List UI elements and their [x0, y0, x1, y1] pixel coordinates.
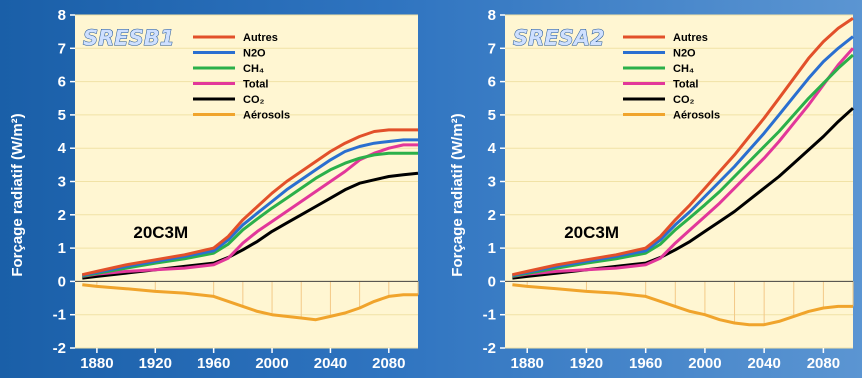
y-tick-label: -1 — [483, 307, 496, 324]
y-tick-label: -2 — [483, 340, 496, 357]
y-tick-label: 8 — [58, 7, 66, 24]
y-axis-label: Forçage radiatif (W/m²) — [9, 113, 26, 276]
y-tick-label: 3 — [488, 174, 496, 191]
y-tick-label: 4 — [58, 140, 67, 157]
y-tick-label: 5 — [488, 107, 496, 124]
y-tick-label: 0 — [488, 273, 496, 290]
experiment-label: 20C3M — [133, 223, 188, 242]
series-line-ch — [512, 53, 855, 278]
series-line-ch — [82, 151, 418, 278]
x-tick-label: 2080 — [372, 355, 405, 372]
x-tick-label: 2000 — [688, 355, 721, 372]
y-tick-label: 5 — [58, 107, 66, 124]
y-tick-label: 7 — [58, 40, 66, 57]
y-tick-label: 2 — [488, 207, 496, 224]
series-line-n2o — [81, 138, 418, 277]
x-tick-label: 1880 — [511, 355, 544, 372]
legend-label: Aérosols — [243, 110, 290, 122]
x-tick-label: 2000 — [255, 355, 288, 372]
legend-label: Autres — [243, 32, 278, 44]
x-tick-label: 2040 — [747, 355, 780, 372]
y-tick-label: 6 — [58, 74, 66, 91]
y-tick-label: -1 — [53, 307, 66, 324]
legend-label: CH₄ — [243, 63, 264, 75]
scenario-title: SRESA2 — [513, 26, 605, 50]
y-tick-label: 8 — [488, 7, 496, 24]
y-tick-label: 1 — [488, 240, 496, 257]
x-tick-label: 1920 — [570, 355, 603, 372]
legend-label: CO₂ — [243, 94, 265, 106]
series-line-total — [512, 47, 855, 278]
series-line-arosols — [82, 283, 418, 322]
y-axis-label: Forçage radiatif (W/m²) — [449, 113, 466, 276]
y-tick-label: 6 — [488, 74, 496, 91]
x-tick-label: 1960 — [629, 355, 662, 372]
chart-panel-1: -2 -1 0 1 2 3 4 5 6 7 8 1880 1920 1960 2000 2040 2080 For… — [9, 7, 419, 372]
x-tick-label: 1880 — [80, 355, 113, 372]
x-tick-label: 2080 — [807, 355, 840, 372]
legend-label: Total — [673, 79, 698, 91]
series-line-autres — [512, 17, 854, 277]
legend-label: Total — [243, 79, 268, 91]
legend-label: CO₂ — [673, 94, 695, 106]
y-tick-label: 0 — [58, 273, 66, 290]
legend-label: N2O — [243, 48, 266, 60]
y-tick-label: 4 — [488, 140, 497, 157]
series-line-n2o — [512, 35, 854, 277]
y-tick-label: -2 — [53, 340, 66, 357]
x-tick-label: 2040 — [314, 355, 347, 372]
series-line-autres — [81, 128, 418, 277]
legend-label: Aérosols — [673, 110, 720, 122]
x-tick-label: 1960 — [197, 355, 230, 372]
x-tick-label: 1920 — [139, 355, 172, 372]
legend: Autres N2O CH₄ Total CO₂ Aérosols — [623, 32, 720, 122]
y-tick-label: 1 — [58, 240, 66, 257]
y-tick-label: 7 — [488, 40, 496, 57]
chart-panel-2: -2 -1 0 1 2 3 4 5 6 7 8 1880 1920 1960 2000 2040 2080 For… — [449, 7, 855, 372]
legend-label: N2O — [673, 48, 696, 60]
legend-label: Autres — [673, 32, 708, 44]
y-tick-label: 2 — [58, 207, 66, 224]
scenario-title: SRESB1 — [83, 26, 174, 50]
experiment-label: 20C3M — [564, 223, 619, 242]
series-line-arosols — [512, 283, 853, 327]
legend-label: CH₄ — [673, 63, 694, 75]
legend: Autres N2O CH₄ Total CO₂ Aérosols — [193, 32, 290, 122]
y-tick-label: 3 — [58, 174, 66, 191]
